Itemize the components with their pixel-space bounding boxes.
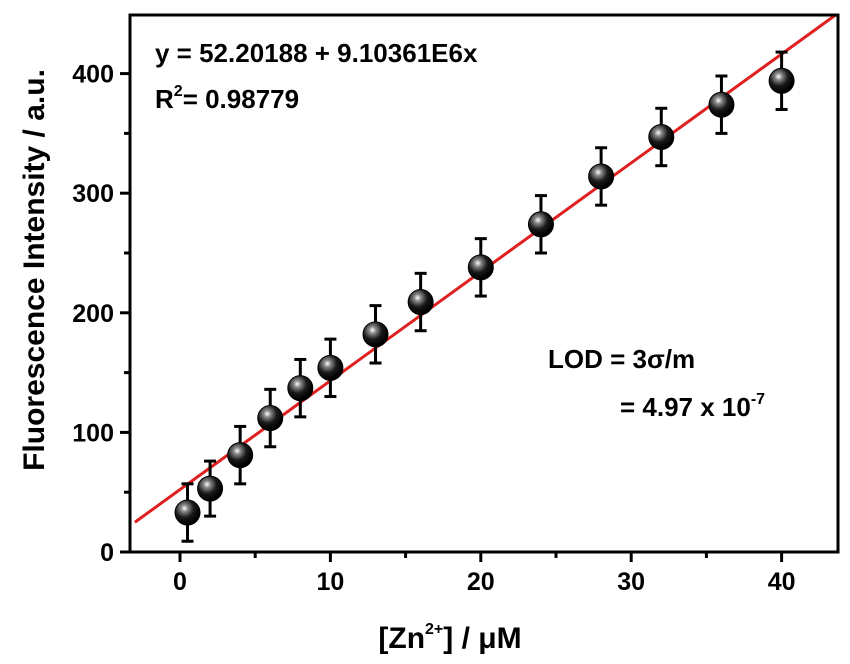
y-tick-label: 0: [100, 539, 114, 567]
point-marker: [174, 499, 201, 526]
r-squared: R2= 0.98779: [155, 83, 299, 114]
x-tick-label: 10: [316, 568, 344, 596]
plot-frame: [128, 13, 840, 554]
y-tick-label: 200: [72, 300, 114, 328]
data-point: [197, 459, 224, 518]
data-point: [467, 237, 494, 298]
data-point: [287, 357, 314, 419]
point-marker: [648, 123, 675, 150]
data-point: [174, 482, 201, 543]
point-marker: [317, 354, 344, 381]
point-marker: [467, 254, 494, 281]
data-point: [362, 304, 389, 365]
data-point: [227, 424, 254, 486]
point-marker: [287, 375, 314, 402]
point-marker: [527, 211, 554, 238]
data-point: [407, 271, 434, 333]
x-tick-label: 40: [768, 568, 796, 596]
data-point: [648, 106, 675, 168]
y-tick-label: 300: [72, 180, 114, 208]
point-marker: [362, 321, 389, 348]
data-point: [588, 146, 615, 207]
point-marker: [197, 475, 224, 502]
points-layer: [174, 50, 795, 543]
y-axis-title: Fluorescence Intensity / a.u.: [18, 69, 51, 471]
data-point: [317, 337, 344, 399]
data-point: [527, 194, 554, 255]
point-marker: [407, 289, 434, 316]
data-point: [708, 74, 735, 135]
y-tick-label: 400: [72, 61, 114, 89]
fit-equation: y = 52.20188 + 9.10361E6x: [155, 38, 478, 68]
x-axis-title: [Zn2+] / μM: [378, 621, 521, 655]
point-marker: [768, 67, 795, 94]
x-tick-label: 30: [617, 568, 645, 596]
data-point: [257, 387, 284, 449]
lod-value: = 4.97 x 10-7: [620, 391, 765, 422]
point-marker: [227, 442, 254, 469]
point-marker: [588, 163, 615, 190]
x-tick-label: 0: [173, 568, 187, 596]
y-tick-label: 100: [72, 419, 114, 447]
lod-label: LOD = 3σ/m: [548, 344, 695, 374]
point-marker: [257, 405, 284, 432]
x-tick-label: 20: [467, 568, 495, 596]
point-marker: [708, 91, 735, 118]
data-point: [768, 50, 795, 111]
